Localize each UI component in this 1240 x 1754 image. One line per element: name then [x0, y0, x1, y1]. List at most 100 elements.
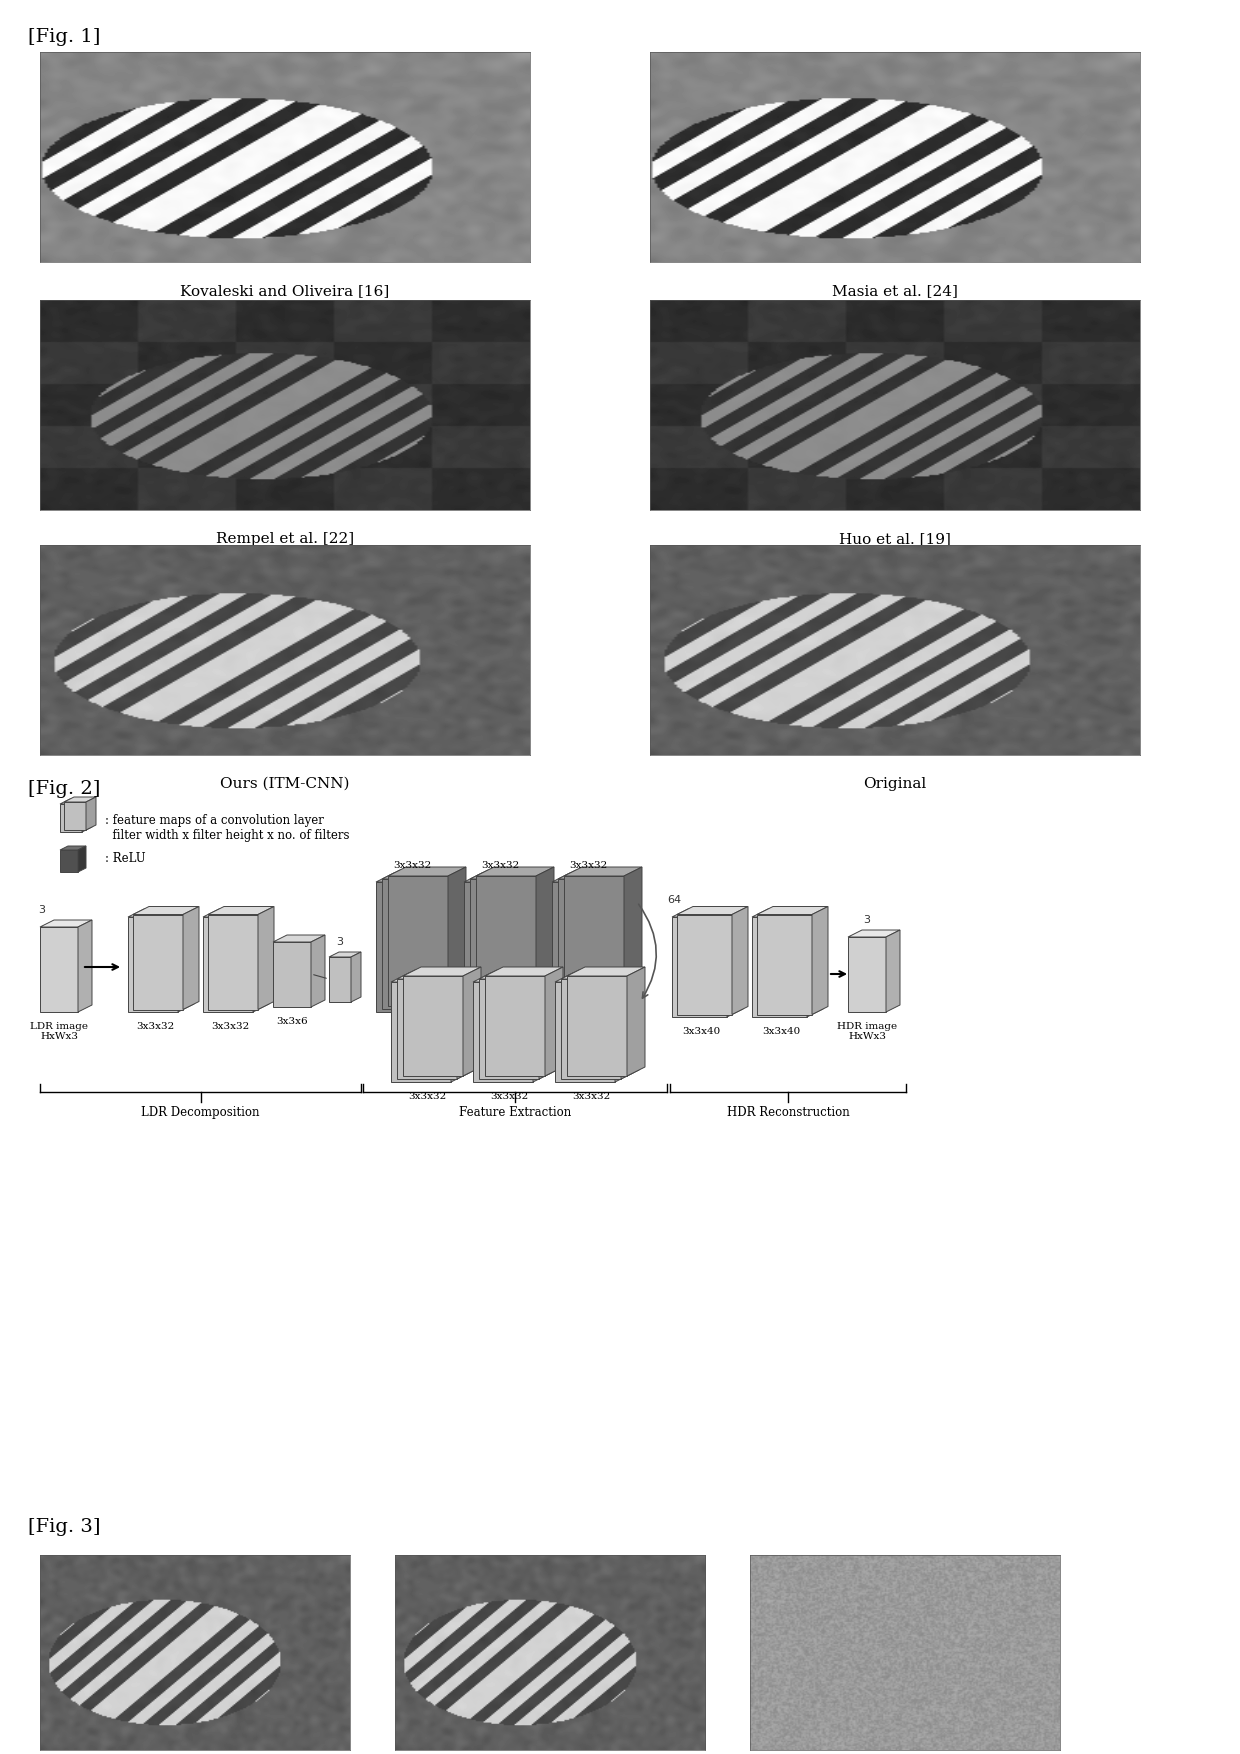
Polygon shape — [567, 975, 627, 1075]
Polygon shape — [441, 870, 460, 1009]
Polygon shape — [732, 907, 748, 1014]
Polygon shape — [756, 907, 828, 914]
Polygon shape — [273, 935, 325, 942]
Text: 3x3x40: 3x3x40 — [682, 1028, 720, 1037]
Text: 3x3x32: 3x3x32 — [481, 861, 520, 870]
Polygon shape — [403, 975, 463, 1075]
Polygon shape — [351, 952, 361, 1002]
Text: 3x3x32: 3x3x32 — [572, 1093, 610, 1102]
Polygon shape — [463, 966, 481, 1075]
Polygon shape — [533, 973, 551, 1082]
Polygon shape — [64, 796, 95, 802]
Polygon shape — [60, 845, 86, 851]
Polygon shape — [470, 879, 529, 1009]
Polygon shape — [536, 866, 554, 1007]
Polygon shape — [179, 909, 193, 1012]
Text: 3x3x40: 3x3x40 — [761, 1028, 800, 1037]
Polygon shape — [672, 909, 743, 917]
Polygon shape — [208, 914, 258, 1010]
Polygon shape — [615, 973, 632, 1082]
Polygon shape — [627, 966, 645, 1075]
Polygon shape — [273, 942, 311, 1007]
Polygon shape — [311, 935, 325, 1007]
Text: : feature maps of a convolution layer
  filter width x filter height x no. of fi: : feature maps of a convolution layer fi… — [105, 814, 350, 842]
Polygon shape — [624, 866, 642, 1007]
Text: : ReLU: : ReLU — [105, 851, 145, 865]
Polygon shape — [552, 882, 613, 1012]
Text: LDR Decomposition: LDR Decomposition — [141, 1107, 259, 1119]
Polygon shape — [382, 879, 441, 1009]
Polygon shape — [672, 917, 727, 1017]
Text: 3x3x32: 3x3x32 — [393, 861, 432, 870]
Text: [Fig. 1]: [Fig. 1] — [29, 28, 100, 46]
Polygon shape — [78, 921, 92, 1012]
Polygon shape — [727, 909, 743, 1017]
Polygon shape — [539, 970, 557, 1079]
Polygon shape — [329, 952, 361, 958]
Text: Rempel et al. [22]: Rempel et al. [22] — [216, 531, 355, 545]
Text: HDR Reconstruction: HDR Reconstruction — [727, 1107, 849, 1119]
Polygon shape — [86, 796, 95, 830]
Polygon shape — [529, 870, 548, 1009]
Polygon shape — [677, 914, 732, 1014]
Polygon shape — [618, 870, 636, 1009]
Polygon shape — [677, 907, 748, 914]
Polygon shape — [546, 966, 563, 1075]
Polygon shape — [391, 982, 451, 1082]
Polygon shape — [376, 873, 454, 882]
Polygon shape — [556, 973, 632, 982]
Polygon shape — [464, 873, 542, 882]
Polygon shape — [60, 800, 92, 803]
Polygon shape — [560, 970, 639, 979]
Text: 3: 3 — [863, 916, 870, 924]
Polygon shape — [560, 979, 621, 1079]
Polygon shape — [403, 966, 481, 975]
Polygon shape — [40, 928, 78, 1012]
Text: 3: 3 — [336, 937, 343, 947]
Polygon shape — [751, 917, 807, 1017]
Polygon shape — [397, 970, 475, 979]
Polygon shape — [887, 930, 900, 1012]
Polygon shape — [64, 802, 86, 830]
Polygon shape — [448, 866, 466, 1007]
Polygon shape — [128, 909, 193, 917]
Polygon shape — [133, 914, 184, 1010]
Text: 3x3x32: 3x3x32 — [136, 1023, 174, 1031]
Text: [Fig. 2]: [Fig. 2] — [29, 781, 100, 798]
Polygon shape — [388, 875, 448, 1007]
Text: 64: 64 — [667, 895, 681, 905]
Polygon shape — [203, 917, 253, 1012]
Polygon shape — [472, 973, 551, 982]
Polygon shape — [613, 873, 630, 1012]
Polygon shape — [472, 982, 533, 1082]
Text: 3x3x6: 3x3x6 — [277, 1017, 308, 1026]
Polygon shape — [464, 882, 525, 1012]
Polygon shape — [451, 973, 469, 1082]
Polygon shape — [525, 873, 542, 1012]
Polygon shape — [133, 907, 198, 914]
Polygon shape — [552, 873, 630, 882]
Text: Kovaleski and Oliveira [16]: Kovaleski and Oliveira [16] — [180, 284, 389, 298]
Polygon shape — [208, 907, 274, 914]
Polygon shape — [564, 875, 624, 1007]
Polygon shape — [848, 930, 900, 937]
Text: 3: 3 — [38, 905, 45, 916]
Text: Feature Extraction: Feature Extraction — [459, 1107, 572, 1119]
Polygon shape — [558, 879, 618, 1009]
Polygon shape — [82, 800, 92, 831]
Text: Ours (ITM-CNN): Ours (ITM-CNN) — [221, 777, 350, 791]
Polygon shape — [436, 873, 454, 1012]
Text: Huo et al. [19]: Huo et al. [19] — [839, 531, 951, 545]
Polygon shape — [756, 914, 812, 1014]
Polygon shape — [485, 975, 546, 1075]
Polygon shape — [848, 937, 887, 1012]
Polygon shape — [258, 907, 274, 1010]
Polygon shape — [564, 866, 642, 875]
Polygon shape — [485, 966, 563, 975]
Polygon shape — [203, 909, 269, 917]
Polygon shape — [60, 851, 78, 872]
Polygon shape — [376, 882, 436, 1012]
Text: Masia et al. [24]: Masia et al. [24] — [832, 284, 959, 298]
Text: 3x3x32: 3x3x32 — [569, 861, 608, 870]
Text: LDR image
HxWx3: LDR image HxWx3 — [30, 1023, 88, 1042]
